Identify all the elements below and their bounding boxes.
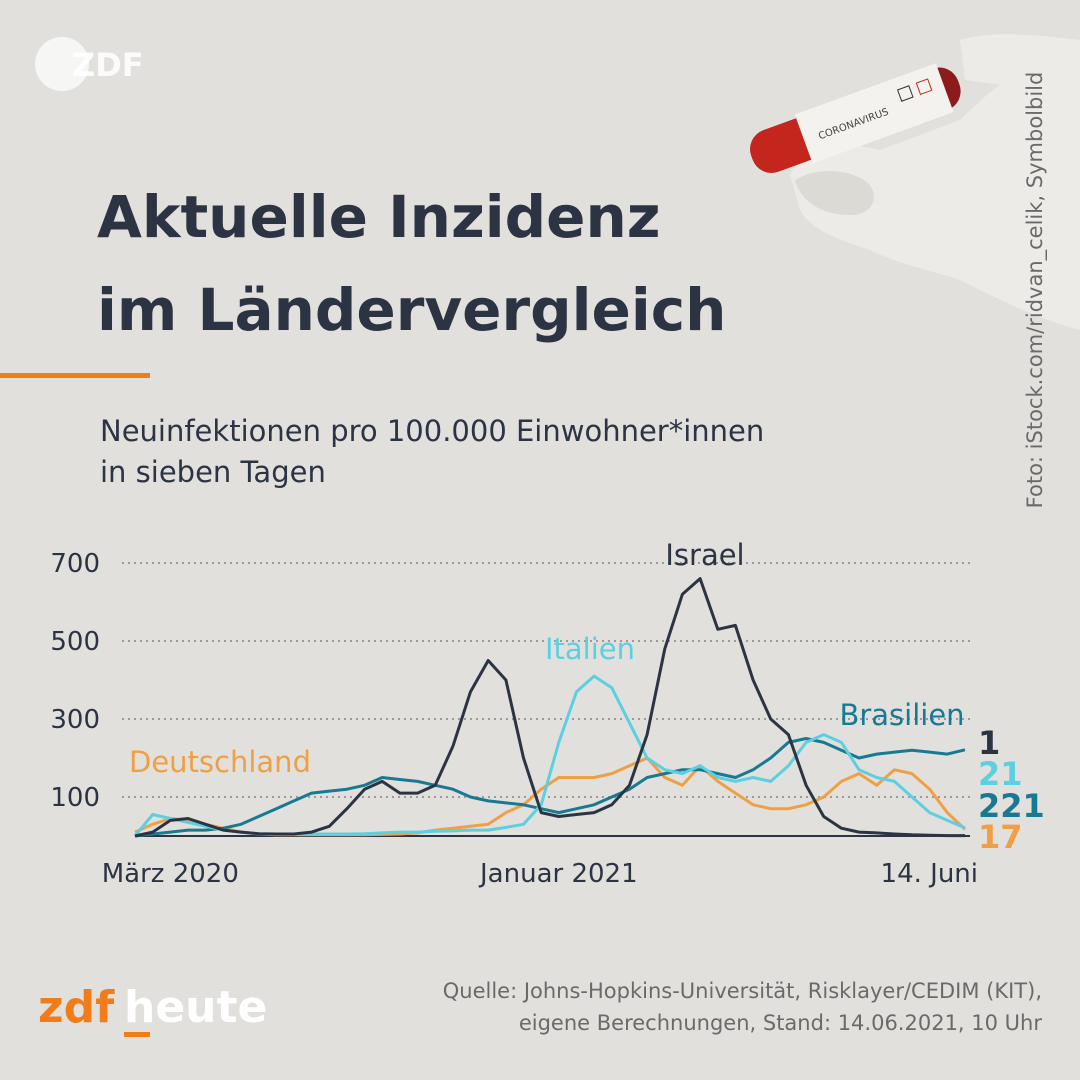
y-tick-label: 500 (50, 627, 100, 657)
series-line (134, 577, 965, 838)
brand-heute: heute (124, 982, 267, 1033)
brand-zdf: zdf (38, 982, 115, 1033)
series-name: Deutschland (129, 745, 311, 779)
series-name: Israel (665, 538, 744, 572)
source-line: eigene Berechnungen, Stand: 14.06.2021, … (519, 1011, 1043, 1035)
title-line: im Ländervergleich (97, 276, 726, 344)
title-line: Aktuelle Inzidenz (97, 183, 661, 251)
logo-circle (35, 37, 89, 91)
logo: ZDF (72, 46, 144, 84)
y-tick-label: 100 (50, 783, 100, 813)
photo: CORONAVIRUS (750, 34, 1080, 330)
y-tick-label: 700 (50, 549, 100, 579)
series-name: Italien (545, 632, 635, 666)
end-value-label: 1 (978, 724, 1000, 762)
x-tick-label: Januar 2021 (478, 859, 638, 889)
source-line: Quelle: Johns-Hopkins-Universität, Riskl… (443, 979, 1042, 1003)
x-tick-label: 14. Juni (881, 859, 978, 889)
series-line (134, 737, 966, 838)
series-name: Brasilien (839, 698, 964, 732)
photo-credit: Foto: iStock.com/ridvan_celik, Symbolbil… (1023, 72, 1048, 509)
brand-underscore (124, 1032, 150, 1037)
subtitle-line: in sieben Tagen (100, 455, 326, 489)
end-value-label: 221 (978, 787, 1045, 825)
end-value-label: 17 (978, 818, 1023, 856)
chart: 100 300 500 700 März 2020 Januar 2021 14. Juni… (50, 538, 1044, 889)
subtitle-line: Neuinfektionen pro 100.000 Einwohner*inn… (100, 414, 764, 448)
x-tick-label: März 2020 (102, 859, 239, 889)
y-tick-label: 300 (50, 705, 100, 735)
accent-rule (0, 373, 150, 378)
end-value-label: 21 (978, 755, 1023, 793)
